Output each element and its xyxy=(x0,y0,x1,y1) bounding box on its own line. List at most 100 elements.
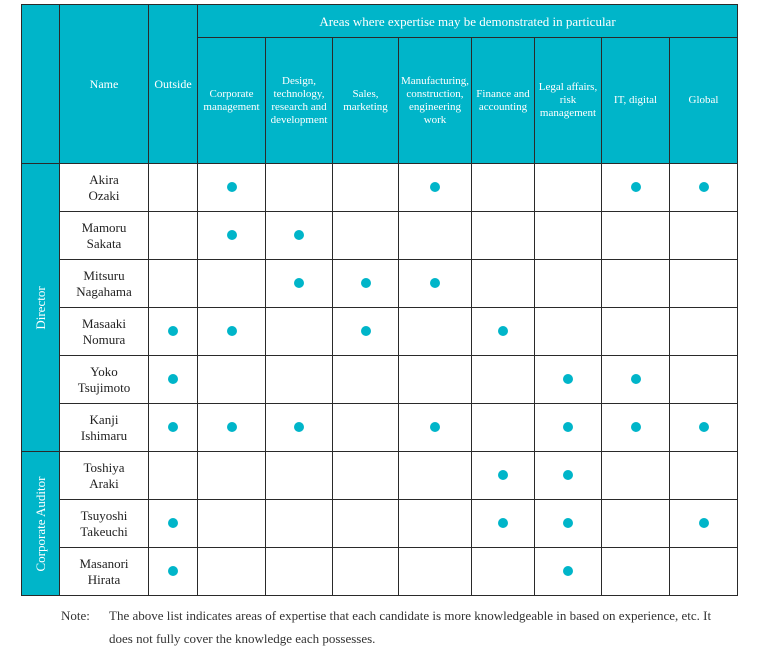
candidate-name: Tsuyoshi Takeuchi xyxy=(59,499,149,548)
table-row: Masanori Hirata xyxy=(22,547,738,596)
mark-cell xyxy=(265,307,333,356)
header-area-line: construction, xyxy=(406,87,464,100)
footnote: Note: The above list indicates areas of … xyxy=(61,604,721,650)
header-area-2: Sales, marketing xyxy=(332,37,399,164)
expertise-dot-icon xyxy=(698,181,709,192)
mark-cell xyxy=(332,163,399,212)
expertise-dot-icon xyxy=(226,181,237,192)
header-area-line: Corporate xyxy=(209,87,254,100)
expertise-dot-icon xyxy=(294,277,304,288)
mark-cell xyxy=(197,451,266,500)
expertise-matrix-table: Name Outside Areas where expertise may b… xyxy=(21,4,738,596)
candidate-name: Akira Ozaki xyxy=(59,163,149,212)
header-area-1: Design, technology, research and developmen… xyxy=(265,37,333,164)
header-area-5: Legal affairs, risk management xyxy=(534,37,602,164)
table-row: Corporate Auditor Toshiya Araki xyxy=(21,451,738,596)
mark-cell xyxy=(148,499,198,548)
expertise-dot-icon xyxy=(168,373,178,384)
mark-cell xyxy=(148,163,198,212)
expertise-dot-icon xyxy=(630,181,641,192)
mark-cell xyxy=(148,547,198,596)
expertise-dot-icon xyxy=(226,325,237,336)
mark-cell xyxy=(398,163,472,212)
expertise-dot-icon xyxy=(294,229,304,240)
mark-cell xyxy=(398,307,472,356)
mark-cell xyxy=(197,211,266,260)
mark-cell xyxy=(471,499,535,548)
mark-cell xyxy=(534,211,602,260)
header-area-line: management xyxy=(203,100,260,113)
mark-cell xyxy=(601,403,670,452)
table-row: Masaaki Nomura xyxy=(22,307,738,356)
mark-cell xyxy=(332,547,399,596)
candidate-name-line: Nomura xyxy=(82,331,126,347)
header-area-line: accounting xyxy=(478,100,528,113)
footnote-text: The above list indicates areas of expert… xyxy=(109,608,712,646)
candidate-name-line: Ishimaru xyxy=(80,427,128,443)
header-outside: Outside xyxy=(148,4,198,164)
expertise-dot-icon xyxy=(563,373,573,384)
mark-cell xyxy=(534,163,602,212)
candidate-name: Masanori Hirata xyxy=(59,547,149,596)
header-area-line: IT, digital xyxy=(613,94,658,106)
mark-cell xyxy=(669,211,738,260)
expertise-dot-icon xyxy=(168,421,178,432)
candidate-name: Kanji Ishimaru xyxy=(59,403,149,452)
table-row: Kanji Ishimaru xyxy=(22,403,738,452)
mark-cell xyxy=(601,259,670,308)
header-area-line: Finance and xyxy=(476,87,530,100)
mark-cell xyxy=(669,403,738,452)
mark-cell xyxy=(669,259,738,308)
header-area-line: management xyxy=(539,107,597,119)
header-areas-title: Areas where expertise may be demonstrate… xyxy=(197,4,738,38)
header-area-line: Global xyxy=(688,94,719,106)
mark-cell xyxy=(398,403,472,452)
expertise-dot-icon xyxy=(630,421,641,432)
mark-cell xyxy=(534,499,602,548)
mark-cell xyxy=(471,451,535,500)
candidate-name-line: Tsujimoto xyxy=(77,379,131,395)
group-director: Director xyxy=(21,163,60,452)
header-area-line: engineering xyxy=(409,100,461,113)
mark-cell xyxy=(601,547,670,596)
header-area-line: research and xyxy=(271,100,327,113)
expertise-dot-icon xyxy=(498,469,508,480)
expertise-dot-icon xyxy=(360,277,371,288)
expertise-dot-icon xyxy=(563,469,573,480)
header-area-line: marketing xyxy=(343,100,388,113)
header-area-4: Finance and accounting xyxy=(471,37,535,164)
mark-cell xyxy=(197,355,266,404)
mark-cell xyxy=(534,547,602,596)
candidate-rows: Director Akira Ozaki Mamoru Sakata Mitsuru Nag… xyxy=(21,163,738,596)
table-row: Mamoru Sakata xyxy=(22,211,738,260)
mark-cell xyxy=(471,307,535,356)
mark-cell xyxy=(148,211,198,260)
mark-cell xyxy=(332,403,399,452)
mark-cell xyxy=(265,451,333,500)
mark-cell xyxy=(398,259,472,308)
candidate-name-line: Tsuyoshi xyxy=(80,507,128,523)
mark-cell xyxy=(265,547,333,596)
table-row: Mitsuru Nagahama xyxy=(22,259,738,308)
mark-cell xyxy=(669,163,738,212)
header-area-0: Corporate management xyxy=(197,37,266,164)
header-corner xyxy=(21,4,60,164)
expertise-dot-icon xyxy=(226,421,237,432)
mark-cell xyxy=(197,403,266,452)
table-row: Yoko Tsujimoto xyxy=(22,355,738,404)
header-name: Name xyxy=(59,4,149,164)
expertise-dot-icon xyxy=(563,565,573,576)
header-area-line: technology, xyxy=(273,87,325,100)
mark-cell xyxy=(471,259,535,308)
table-row: Director Akira Ozaki xyxy=(21,163,738,452)
header-area-7: Global xyxy=(669,37,738,164)
candidate-name-line: Mitsuru xyxy=(83,267,125,283)
mark-cell xyxy=(669,499,738,548)
mark-cell xyxy=(197,259,266,308)
mark-cell xyxy=(197,547,266,596)
expertise-dot-icon xyxy=(563,517,573,528)
candidate-name-line: Mamoru xyxy=(81,219,127,235)
header-area-line: work xyxy=(423,113,447,126)
header-area-line: Design, xyxy=(282,74,316,87)
expertise-dot-icon xyxy=(168,565,178,576)
